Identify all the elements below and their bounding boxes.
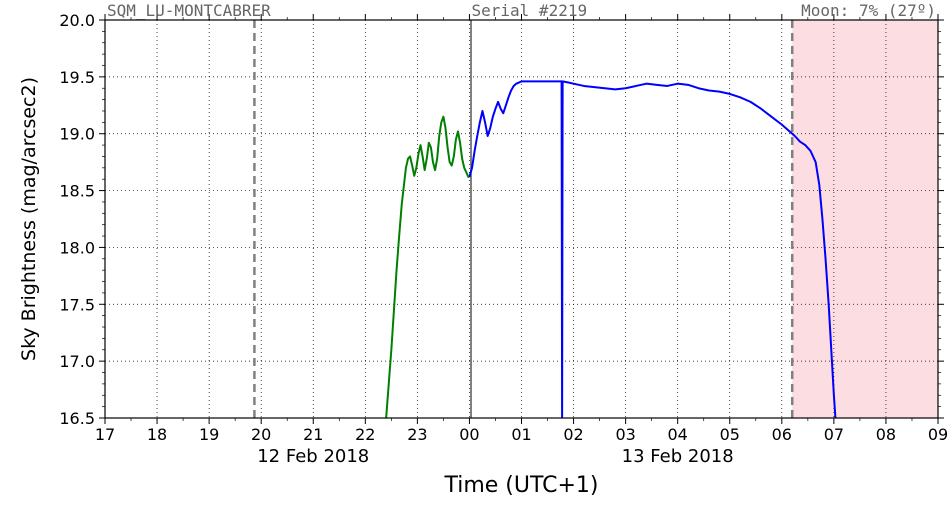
header-left: SQM_LU-MONTCABRER [107, 1, 271, 20]
y-tick-label: 18.5 [59, 182, 95, 201]
x-tick-label: 20 [251, 425, 271, 444]
x-tick-label: 22 [355, 425, 375, 444]
header-center: Serial #2219 [472, 1, 588, 20]
x-tick-label: 08 [876, 425, 896, 444]
dawn-shade [792, 20, 938, 418]
y-tick-label: 18.0 [59, 238, 95, 257]
x-tick-label: 17 [95, 425, 115, 444]
y-tick-label: 19.0 [59, 125, 95, 144]
y-tick-label: 19.5 [59, 68, 95, 87]
x-tick-label: 18 [147, 425, 167, 444]
x-tick-label: 00 [459, 425, 479, 444]
y-tick-label: 17.0 [59, 352, 95, 371]
x-date-right: 13 Feb 2018 [622, 446, 734, 467]
chart-svg: 17 18 19 20 21 22 23 00 01 02 03 04 05 06 07 08 09 16.5 17… [0, 0, 952, 512]
y-tick-label: 20.0 [59, 11, 95, 30]
x-tick-label: 02 [563, 425, 583, 444]
x-tick-label: 03 [615, 425, 635, 444]
x-date-left: 12 Feb 2018 [257, 446, 369, 467]
x-axis-label: Time (UTC+1) [443, 473, 598, 498]
y-axis-label: Sky Brightness (mag/arcsec2) [18, 77, 40, 361]
y-tick-label: 16.5 [59, 409, 95, 428]
x-tick-label: 04 [668, 425, 688, 444]
x-tick-label: 21 [303, 425, 323, 444]
x-tick-label: 01 [511, 425, 531, 444]
x-tick-label: 23 [407, 425, 427, 444]
x-tick-label: 05 [720, 425, 740, 444]
y-tick-label: 17.5 [59, 295, 95, 314]
x-tick-label: 06 [772, 425, 792, 444]
x-tick-label: 09 [928, 425, 948, 444]
header-right: Moon: 7% (27º) [801, 1, 936, 20]
x-tick-label: 07 [824, 425, 844, 444]
sky-brightness-chart: 17 18 19 20 21 22 23 00 01 02 03 04 05 06 07 08 09 16.5 17… [0, 0, 952, 512]
x-tick-label: 19 [199, 425, 219, 444]
